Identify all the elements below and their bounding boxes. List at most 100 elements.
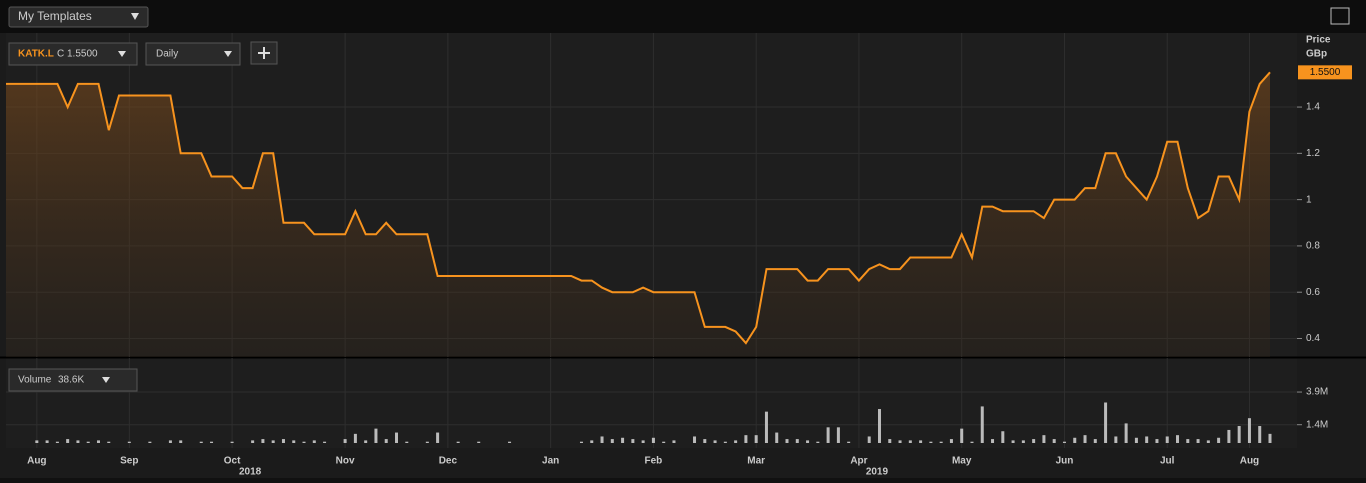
volume-bar xyxy=(939,441,943,443)
volume-bar xyxy=(1217,437,1221,443)
volume-bar xyxy=(898,440,902,443)
volume-bar xyxy=(713,440,717,443)
dropdown-arrow xyxy=(118,51,126,57)
toolbar xyxy=(0,0,1366,33)
x-tick-label: Oct xyxy=(224,456,241,467)
volume-bar xyxy=(641,440,645,443)
volume-bar xyxy=(1258,426,1262,443)
volume-bar xyxy=(970,441,974,443)
volume-bar xyxy=(251,440,255,443)
volume-bar xyxy=(785,439,789,443)
volume-bar xyxy=(960,428,964,443)
volume-bar xyxy=(836,427,840,443)
volume-bar xyxy=(96,440,100,443)
volume-bar xyxy=(775,432,779,443)
x-tick-label: Feb xyxy=(645,456,663,467)
volume-bar xyxy=(806,440,810,443)
y-tick-label: 1 xyxy=(1306,194,1312,205)
volume-bar xyxy=(744,435,748,443)
volume-bar xyxy=(693,436,697,443)
volume-bar xyxy=(66,439,70,443)
volume-bar xyxy=(76,440,80,443)
volume-bar xyxy=(795,439,799,443)
volume-bar xyxy=(1062,441,1066,443)
y-tick-label: 0.6 xyxy=(1306,287,1320,298)
volume-bar xyxy=(35,440,39,443)
x-tick-label: Dec xyxy=(439,456,458,467)
volume-bar xyxy=(734,440,738,443)
volume-bar xyxy=(1196,439,1200,443)
year-label: 2019 xyxy=(866,467,889,478)
volume-bar xyxy=(302,441,306,443)
volume-bar xyxy=(312,440,316,443)
volume-bar xyxy=(230,441,234,443)
template-dropdown[interactable] xyxy=(8,6,149,28)
volume-bar xyxy=(374,428,378,443)
volume-bar xyxy=(1155,439,1159,443)
x-tick-label: Jan xyxy=(542,456,559,467)
y-tick-label: 1.2 xyxy=(1306,148,1320,159)
volume-bar xyxy=(343,439,347,443)
volume-bar xyxy=(1237,426,1241,443)
volume-bar xyxy=(1083,435,1087,443)
ticker-dropdown[interactable] xyxy=(8,42,138,66)
volume-bar xyxy=(1145,436,1149,443)
volume-bar xyxy=(1206,440,1210,443)
volume-bar xyxy=(179,440,183,443)
volume-bar xyxy=(579,441,583,443)
volume-bar xyxy=(929,441,933,443)
x-tick-label: Apr xyxy=(850,456,867,467)
interval: Daily xyxy=(156,49,178,60)
plus-icon xyxy=(258,47,270,59)
volume-bar xyxy=(1186,439,1190,443)
volume-bar xyxy=(826,427,830,443)
x-tick-label: Jul xyxy=(1160,456,1175,467)
volume-bar xyxy=(107,441,111,443)
volume-bar xyxy=(281,439,285,443)
volume-bar xyxy=(353,433,357,443)
volume-bar xyxy=(919,440,923,443)
y-tick-label: 0.8 xyxy=(1306,241,1320,252)
volume-bar xyxy=(1093,439,1097,443)
dropdown-arrow xyxy=(131,13,139,20)
volume-bar xyxy=(456,441,460,443)
x-tick-label: Jun xyxy=(1056,456,1074,467)
volume-bar xyxy=(168,440,172,443)
area-fill xyxy=(6,72,1270,358)
volume-bar xyxy=(651,437,655,443)
y-tick-label: 3.9M xyxy=(1306,387,1328,398)
volume-bar xyxy=(600,436,604,443)
close-value: 1.5500 xyxy=(67,49,98,60)
volume-bar xyxy=(395,432,399,443)
volume-bar xyxy=(672,440,676,443)
dropdown-arrow xyxy=(224,51,232,57)
volume-bar xyxy=(991,439,995,443)
print-button[interactable] xyxy=(1330,7,1350,25)
volume-bar xyxy=(199,441,203,443)
x-tick-label: Nov xyxy=(336,456,355,467)
volume-panel xyxy=(6,358,1297,448)
ticker: KATK.L xyxy=(18,49,54,60)
x-tick-label: Sep xyxy=(120,456,138,467)
volume-name: Volume xyxy=(18,375,52,386)
volume-bar xyxy=(508,441,512,443)
volume-bar xyxy=(980,406,984,443)
volume-dropdown[interactable] xyxy=(8,368,138,392)
volume-bar xyxy=(384,439,388,443)
volume-bar xyxy=(405,441,409,443)
volume-bar xyxy=(662,441,666,443)
volume-bar xyxy=(271,440,275,443)
volume-bar xyxy=(847,441,851,443)
volume-bar xyxy=(703,439,707,443)
volume-bar xyxy=(1165,436,1169,443)
volume-bar xyxy=(292,440,296,443)
volume-bar xyxy=(631,439,635,443)
interval-dropdown[interactable] xyxy=(145,42,241,66)
volume-bar xyxy=(1042,435,1046,443)
volume-bar xyxy=(364,440,368,443)
price-line xyxy=(6,71,1271,345)
last-price-tag xyxy=(1298,65,1352,80)
volume-bar xyxy=(754,435,758,443)
